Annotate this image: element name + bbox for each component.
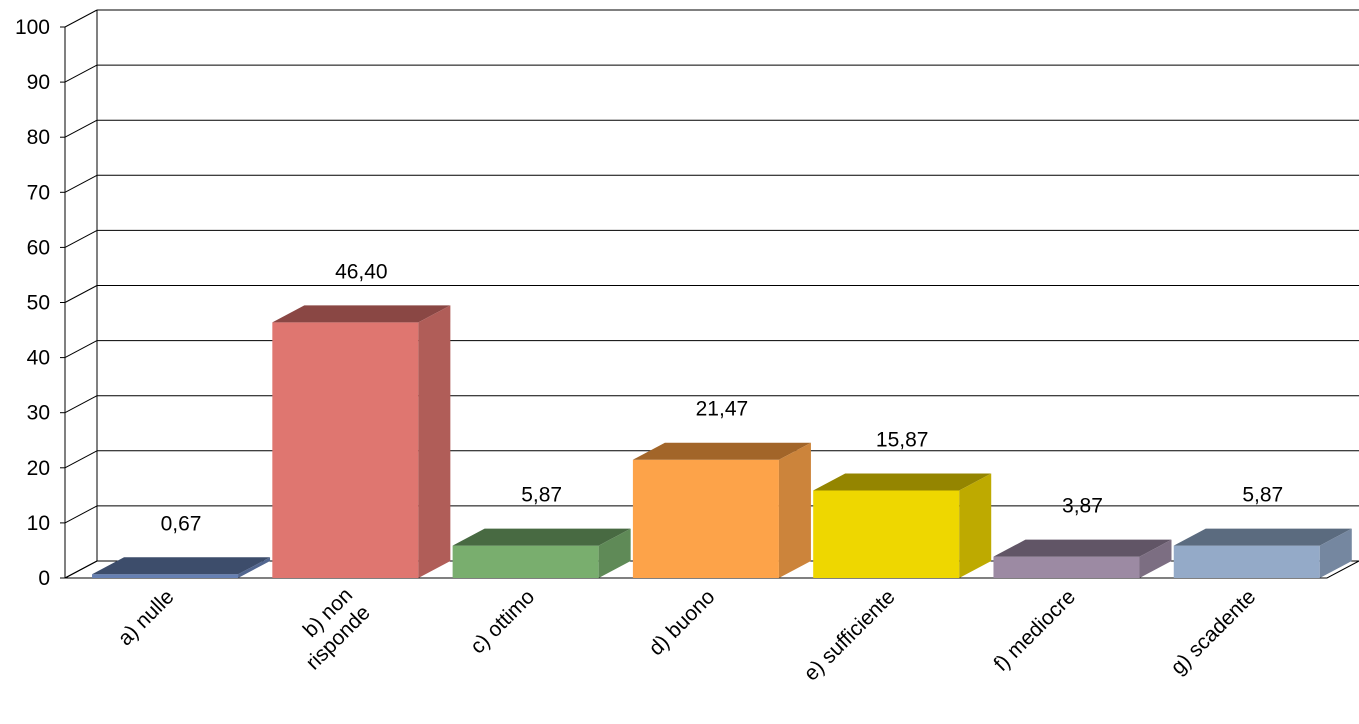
bar-top [813,473,992,491]
data-label: 5,87 [521,484,562,507]
bar-6 [993,539,1172,578]
bar-5 [813,473,992,578]
gridline-diagonal [64,450,98,469]
x-tick-label-line: c) ottimo [466,585,539,658]
y-tick-label: 40 [27,347,50,370]
bar-side [778,442,811,578]
y-tick-label: 30 [27,402,50,425]
x-tick-label: f) mediocre [989,585,1080,676]
bar-front [993,556,1140,578]
data-label: 15,87 [876,429,929,452]
bar-side [418,305,451,578]
x-tick-label-line: d) buono [645,585,720,660]
data-label: 3,87 [1062,495,1103,518]
bar-layer [92,305,1352,578]
bar-side [238,557,271,578]
bar-front [92,574,239,578]
data-label: 21,47 [696,398,749,421]
gridline-diagonal [64,340,98,359]
data-label: 0,67 [161,512,202,535]
bar-top [272,305,451,323]
gridline-diagonal [64,285,98,303]
x-tick-label-line: a) nulle [114,585,179,650]
bar-front [813,490,960,578]
x-tick-label: d) buono [645,585,720,660]
gridline-diagonal [64,119,98,138]
bar-front [272,322,419,578]
bar-side [1319,528,1352,578]
bar-front [452,545,599,578]
gridline-diagonal [64,395,98,414]
data-label: 46,40 [335,260,388,283]
label-layer: 0 10 20 30 40 50 60 70 80 90 100 0,67 a) nulle 46,40 b… [15,16,1283,685]
bar-7 [1173,528,1352,578]
bar-4 [632,442,811,578]
gridline-diagonal [64,9,98,28]
gridline-diagonal [64,505,98,524]
bar-2 [272,305,451,578]
x-tick-label: g) scadente [1166,585,1260,679]
y-tick-label: 70 [27,181,50,204]
bar-side [1139,539,1172,578]
bar-front [1173,545,1320,578]
y-tick-label: 80 [27,126,50,149]
data-label: 5,87 [1242,484,1283,507]
y-tick-label: 50 [27,292,50,315]
gridline-diagonal [64,229,98,248]
bar-top [993,539,1172,557]
bar-side [959,473,992,578]
bar-3 [452,528,631,578]
bar-top [92,557,271,575]
y-tick-label: 20 [27,457,50,480]
x-tick-label: e) sufficiente [800,585,900,685]
x-tick-label-line: g) scadente [1166,585,1260,679]
bar-top [452,528,631,546]
bar-front [632,459,779,578]
gridline-diagonal [64,64,98,83]
x-tick-label-line: f) mediocre [989,585,1080,676]
y-tick-label: 10 [27,512,50,535]
gridline-diagonal [64,174,98,193]
bar-top [632,442,811,460]
x-tick-label: a) nulle [114,585,179,650]
y-tick-label: 60 [27,236,50,259]
x-tick-label: c) ottimo [466,585,539,658]
y-tick-label: 0 [38,567,50,590]
x-tick-label: b) nonrisponde [284,584,375,675]
y-tick-label: 100 [15,16,50,39]
bar-side [598,528,631,578]
x-tick-label-line: e) sufficiente [800,585,900,685]
bar-top [1173,528,1352,546]
bar-1 [92,557,271,578]
y-tick-label: 90 [27,71,50,94]
